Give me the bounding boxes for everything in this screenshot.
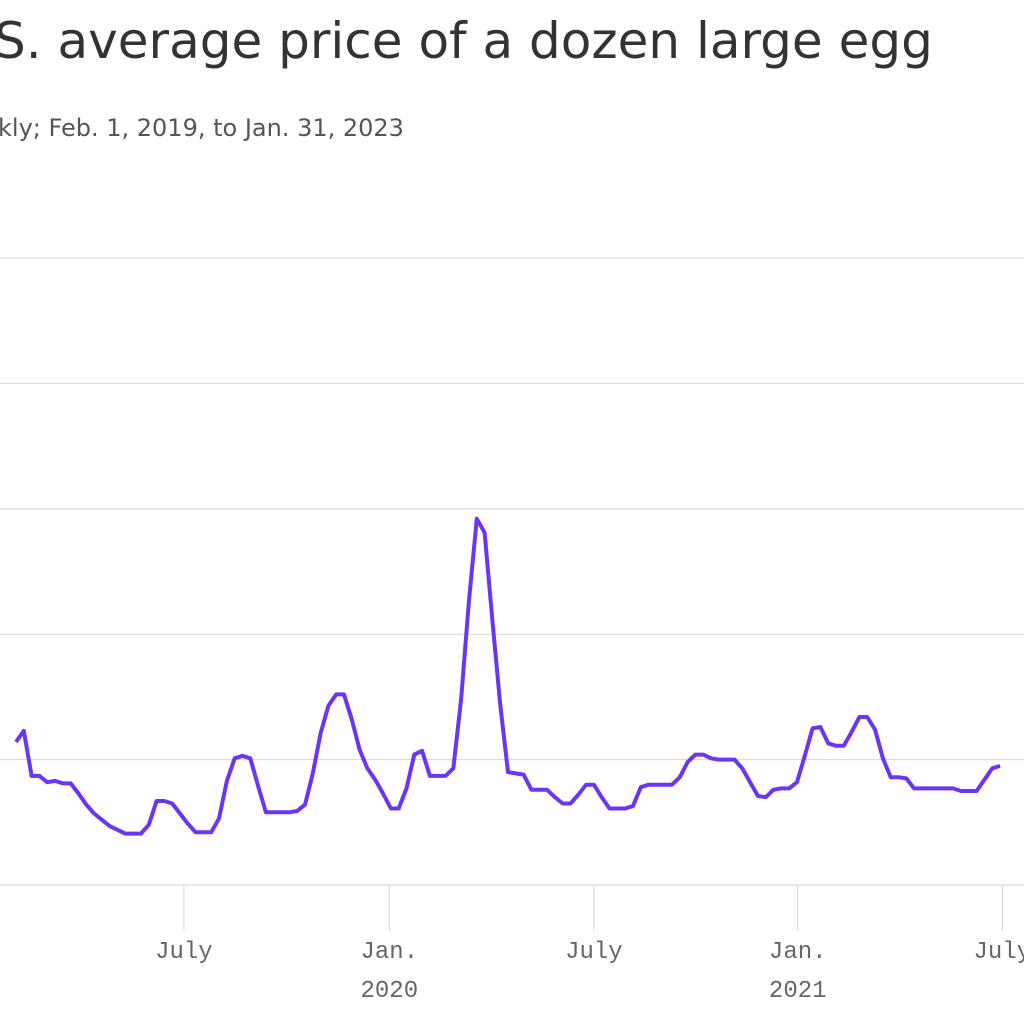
x-tick-label: Jan. [360,939,418,966]
x-year-label: 2021 [769,978,827,1005]
x-year-label: 2020 [360,978,418,1005]
x-tick-label: Jan. [769,939,827,966]
chart-subtitle: kly; Feb. 1, 2019, to Jan. 31, 2023 [0,114,404,142]
x-tick-label: July [155,939,213,966]
x-tick-label: July [565,939,623,966]
chart-title: S. average price of a dozen large egg [0,12,933,70]
line-series [14,516,1001,836]
x-tick-label: July [974,939,1024,966]
